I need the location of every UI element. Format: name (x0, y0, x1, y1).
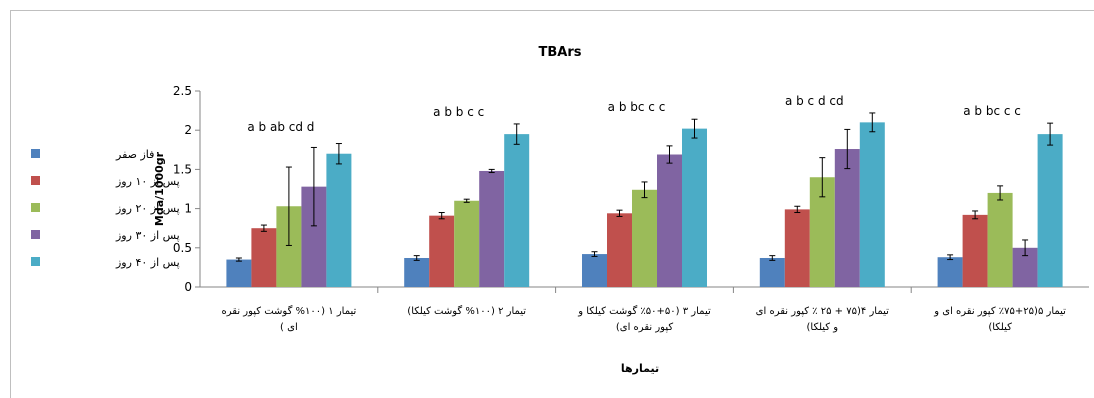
bar (404, 257, 430, 287)
legend-item: پس از ۴۰ روز (31, 256, 180, 269)
bar (682, 128, 707, 287)
error-bar (869, 112, 876, 133)
error-bar (463, 198, 470, 203)
y-axis-title: Mda/1000gr (153, 151, 166, 226)
error-bar (235, 257, 242, 262)
legend-swatch (31, 149, 40, 158)
legend-label: پس از ۴۰ روز (115, 256, 180, 269)
legend-label: فاز صفر (115, 148, 154, 161)
error-bar (310, 146, 317, 227)
bar (454, 200, 480, 287)
legend-label: پس از ۳۰ روز (115, 229, 180, 242)
error-bar (1047, 122, 1054, 146)
significance-letter-group: a b bc c c (963, 104, 1021, 118)
legend-item: پس از ۳۰ روز (31, 229, 180, 242)
bar (632, 189, 657, 287)
x-category-label: تیمار ۴(۷۵ + ۲۵ ٪ کپور نقره ای (756, 306, 889, 317)
error-bar (997, 185, 1004, 201)
x-category-label: تیمار ۱ (۱۰۰% گوشت کپور نقره (222, 305, 357, 317)
x-category-label: کیلکا) (988, 322, 1012, 333)
x-category-label: تیمار ۵(۲۵+۷۵٪ کپور نقره ای و (933, 306, 1066, 317)
bar (504, 134, 530, 287)
significance-letter-group: a b ab cd d (247, 120, 314, 134)
error-bar (691, 118, 698, 139)
error-bar (794, 205, 801, 214)
y-tick-label: 2 (184, 123, 192, 137)
legend-item: پس از ۱۰ روز (31, 175, 180, 188)
error-bar (488, 168, 495, 174)
bar (759, 257, 785, 287)
error-bar (260, 224, 267, 232)
legend-label: پس از ۱۰ روز (115, 175, 180, 188)
bar (1037, 134, 1063, 287)
error-bar (769, 255, 776, 261)
bar (429, 215, 455, 287)
legend-item: فاز صفر (31, 148, 154, 161)
bar (987, 192, 1013, 287)
error-bar (513, 123, 520, 145)
bar (607, 213, 632, 287)
bar (784, 209, 810, 287)
y-tick-label: 0.5 (173, 241, 192, 255)
bar (479, 170, 505, 287)
legend-label: پس از ۲۰ روز (115, 202, 180, 215)
chart-title: TBArs (539, 45, 582, 60)
bar (226, 259, 252, 287)
bar (251, 228, 277, 287)
bar (326, 153, 352, 287)
legend-swatch (31, 230, 40, 239)
bar (962, 214, 988, 287)
significance-letter-group: a b b c c (433, 105, 484, 119)
y-tick-label: 1 (184, 202, 192, 216)
y-tick-label: 2.5 (173, 84, 192, 98)
bar (834, 149, 860, 287)
legend-swatch (31, 176, 40, 185)
error-bar (335, 143, 342, 165)
x-axis-title: تیمارها (621, 362, 659, 375)
error-bar (844, 128, 851, 170)
legend-swatch (31, 257, 40, 266)
bar (582, 254, 607, 287)
legend-swatch (31, 203, 40, 212)
x-category-label: ای ) (280, 322, 298, 333)
significance-letters: a b ab cd d a b b c c a b bc c c a b c d cd… (247, 94, 1021, 134)
error-bars (235, 112, 1054, 262)
bar (859, 122, 885, 287)
bars (226, 122, 1063, 287)
error-bar (666, 145, 673, 164)
legend: فاز صفر پس از ۱۰ روز پس از ۲۰ روز پس از ۳۰ … (31, 148, 180, 269)
y-tick-label: 1.5 (173, 162, 192, 176)
x-category-label: تیمار ۳ (۵۰+۵۰٪ گوشت کیلکا و (577, 305, 711, 317)
error-bar (947, 254, 954, 261)
x-category-label: و کیلکا) (807, 322, 839, 333)
legend-item: پس از ۲۰ روز (31, 202, 180, 215)
bar (657, 154, 682, 287)
error-bar (819, 157, 826, 198)
error-bar (413, 255, 420, 261)
bar (937, 257, 963, 287)
x-category-label: تیمار ۲ (۱۰۰% گوشت کیلکا) (407, 305, 526, 317)
category-labels: تیمار ۱ (۱۰۰% گوشت کپور نقره ای ) تیمار ۲ … (222, 287, 1066, 333)
x-category-label: کپور نقره ای) (616, 322, 673, 333)
error-bar (972, 210, 979, 220)
significance-letter-group: a b c d cd (785, 94, 844, 108)
chart-frame (10, 10, 1094, 398)
y-ticks: 0 0.5 1 1.5 2 2.5 (173, 84, 200, 294)
error-bar (438, 212, 445, 220)
y-tick-label: 0 (184, 280, 192, 294)
error-bar (1022, 239, 1029, 257)
significance-letter-group: a b bc c c (608, 100, 666, 114)
error-bar (285, 166, 292, 246)
error-bar (591, 251, 598, 257)
error-bar (641, 181, 648, 199)
error-bar (616, 209, 623, 217)
